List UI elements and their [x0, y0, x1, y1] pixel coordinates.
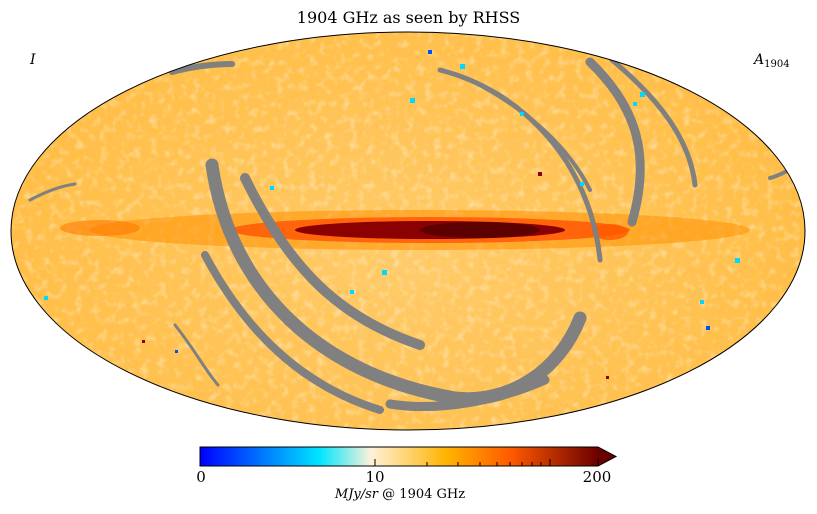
colorbar-tick-max: 200	[582, 468, 612, 486]
plane-source-east	[592, 224, 628, 240]
colorbar-ticks	[199, 459, 599, 466]
component-label-sub: 1904	[764, 59, 790, 70]
colorbar	[199, 446, 618, 467]
plane-source-west	[60, 220, 140, 236]
colorbar-tick-mid: 10	[365, 468, 385, 486]
unit-rest: @ 1904 GHz	[378, 487, 466, 502]
component-label: A1904	[754, 52, 790, 70]
masked-scan-strips	[28, 57, 792, 414]
galactic-center-core	[420, 222, 540, 238]
stokes-label: I	[30, 52, 36, 68]
colorbar-unit-label: MJy/sr @ 1904 GHz	[200, 487, 600, 502]
colorbar-tick-min: 0	[196, 468, 206, 486]
component-label-base: A	[754, 52, 765, 68]
unit-italic: MJy/sr	[334, 487, 379, 502]
bright-source-pixels	[142, 172, 609, 379]
low-value-pixels	[44, 64, 740, 304]
colorbar-extend-arrow	[598, 447, 616, 466]
plot-title: 1904 GHz as seen by RHSS	[296, 8, 521, 27]
very-low-value-pixels	[175, 50, 710, 353]
colorbar-gradient	[200, 447, 598, 466]
map-border	[10, 31, 806, 431]
